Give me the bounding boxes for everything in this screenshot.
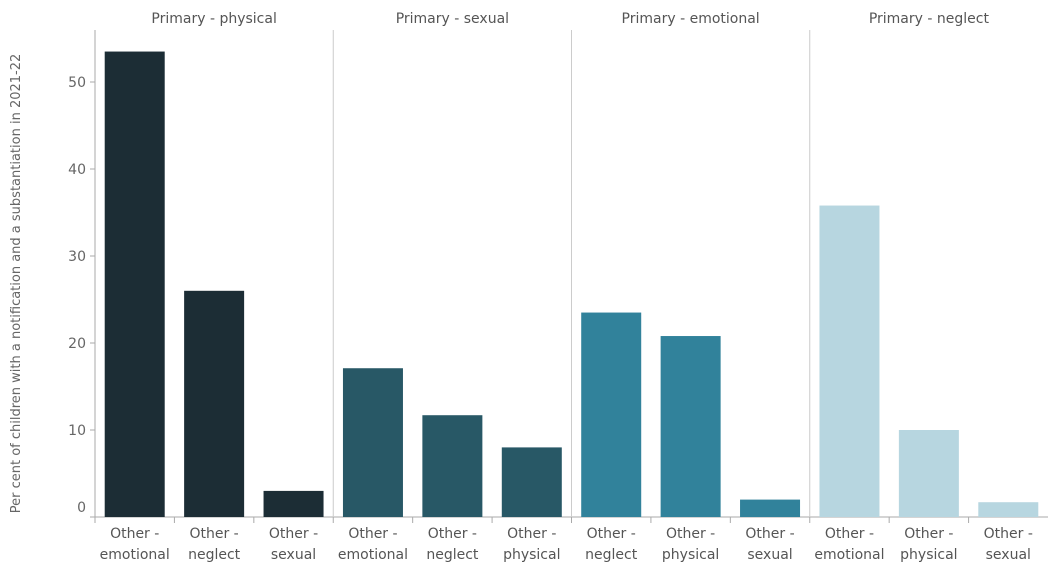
chart-panels: Primary - physical Other - emotional Other … [94, 11, 1039, 563]
x-tick-label: sexual [986, 547, 1031, 563]
bar [978, 502, 1039, 517]
x-tick-label: sexual [747, 547, 792, 563]
x-tick-label: Other - [110, 526, 159, 542]
y-tick-label: 40 [68, 162, 86, 178]
y-tick-label: 50 [68, 75, 86, 91]
x-tick-label: Other - [507, 526, 556, 542]
bar [342, 368, 403, 517]
x-tick-label: neglect [426, 547, 479, 563]
x-tick-label: physical [503, 547, 560, 563]
x-tick-label: Other - [348, 526, 397, 542]
panel-3: Primary - neglect Other - emotional Other -… [809, 11, 1039, 563]
bar [581, 312, 642, 517]
x-tick-label: emotional [814, 547, 884, 563]
panel-0: Primary - physical Other - emotional Other … [100, 11, 324, 563]
x-tick-label: Other - [904, 526, 953, 542]
x-tick-label: neglect [188, 547, 241, 563]
bar [184, 290, 245, 517]
y-tick-label: 0 [77, 500, 86, 516]
bar [740, 499, 801, 517]
x-tick-label: physical [900, 547, 957, 563]
y-tick-label: 10 [68, 423, 86, 439]
x-tick-label: Other - [587, 526, 636, 542]
panel-2: Primary - emotional Other - neglect Other -… [571, 11, 801, 563]
x-tick-label: Other - [428, 526, 477, 542]
y-axis-label: Per cent of children with a notification… [9, 54, 24, 514]
bar [819, 205, 880, 518]
x-tick-label: emotional [100, 547, 170, 563]
x-tick-label: neglect [585, 547, 638, 563]
x-tick-label: Other - [745, 526, 794, 542]
bar [501, 447, 562, 517]
panel-title: Primary - neglect [869, 11, 990, 27]
bar [898, 430, 959, 517]
panel-title: Primary - sexual [396, 11, 509, 27]
bar [104, 51, 165, 518]
panel-title: Primary - emotional [622, 11, 760, 27]
x-tick-label: emotional [338, 547, 408, 563]
y-tick-label: 30 [68, 249, 86, 265]
panel-title: Primary - physical [151, 11, 276, 27]
x-tick-label: physical [662, 547, 719, 563]
x-tick-label: Other - [189, 526, 238, 542]
bar [263, 490, 324, 517]
y-tick-label: 20 [68, 336, 86, 352]
x-tick-label: sexual [271, 547, 316, 563]
panel-1: Primary - sexual Other - emotional Other - n… [332, 11, 562, 563]
x-tick-label: Other - [269, 526, 318, 542]
bar [422, 415, 483, 517]
x-tick-label: Other - [825, 526, 874, 542]
bar [660, 336, 721, 517]
x-tick-label: Other - [666, 526, 715, 542]
x-tick-label: Other - [984, 526, 1033, 542]
